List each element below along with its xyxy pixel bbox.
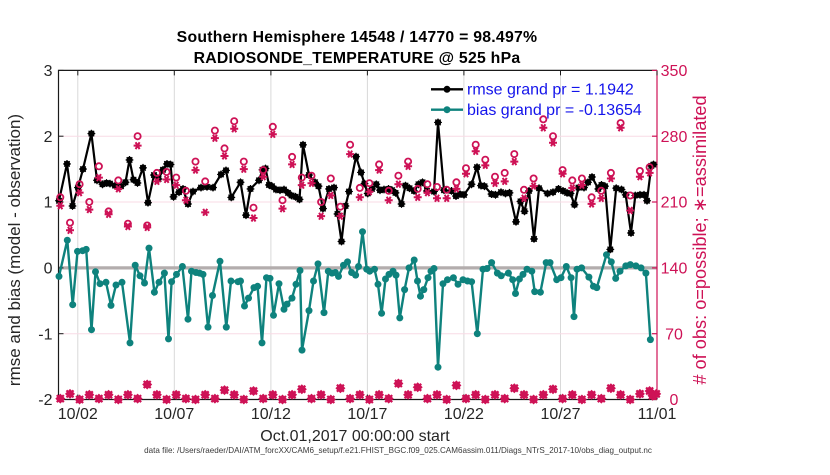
svg-text:Oct.01,2017 00:00:00 start: Oct.01,2017 00:00:00 start (260, 428, 450, 445)
svg-text:rmse grand pr = 1.1942: rmse grand pr = 1.1942 (467, 82, 634, 99)
svg-text:140: 140 (661, 261, 688, 278)
svg-text:10/12: 10/12 (251, 406, 291, 423)
svg-text:10/27: 10/27 (540, 406, 580, 423)
svg-text:rmse and bias (model - observa: rmse and bias (model - observation) (5, 114, 24, 386)
svg-text:210: 210 (661, 195, 688, 212)
svg-text:0: 0 (670, 392, 679, 409)
svg-text:# of obs: o=possible; ∗=assimi: # of obs: o=possible; ∗=assimilated (690, 95, 710, 384)
svg-text:1: 1 (44, 195, 53, 212)
svg-text:10/22: 10/22 (444, 406, 484, 423)
svg-text:70: 70 (665, 326, 683, 343)
svg-text:Southern Hemisphere 14548 / 14: Southern Hemisphere 14548 / 14770 = 98.4… (177, 29, 538, 46)
svg-text:-1: -1 (38, 326, 52, 343)
svg-text:bias grand pr = -0.13654: bias grand pr = -0.13654 (467, 102, 642, 119)
svg-text:-2: -2 (38, 392, 52, 409)
svg-text:data file: /Users/raeder/DAI/A: data file: /Users/raeder/DAI/ATM_forcXX/… (144, 446, 652, 455)
svg-text:11/01: 11/01 (638, 406, 677, 423)
svg-text:RADIOSONDE_TEMPERATURE @ 525 h: RADIOSONDE_TEMPERATURE @ 525 hPa (194, 50, 521, 67)
svg-text:350: 350 (661, 63, 688, 80)
svg-text:10/07: 10/07 (154, 406, 194, 423)
svg-text:280: 280 (661, 129, 688, 146)
svg-text:10/02: 10/02 (58, 406, 98, 423)
svg-text:2: 2 (44, 129, 53, 146)
svg-text:0: 0 (44, 261, 53, 278)
svg-text:10/17: 10/17 (347, 406, 387, 423)
svg-text:3: 3 (44, 63, 53, 80)
